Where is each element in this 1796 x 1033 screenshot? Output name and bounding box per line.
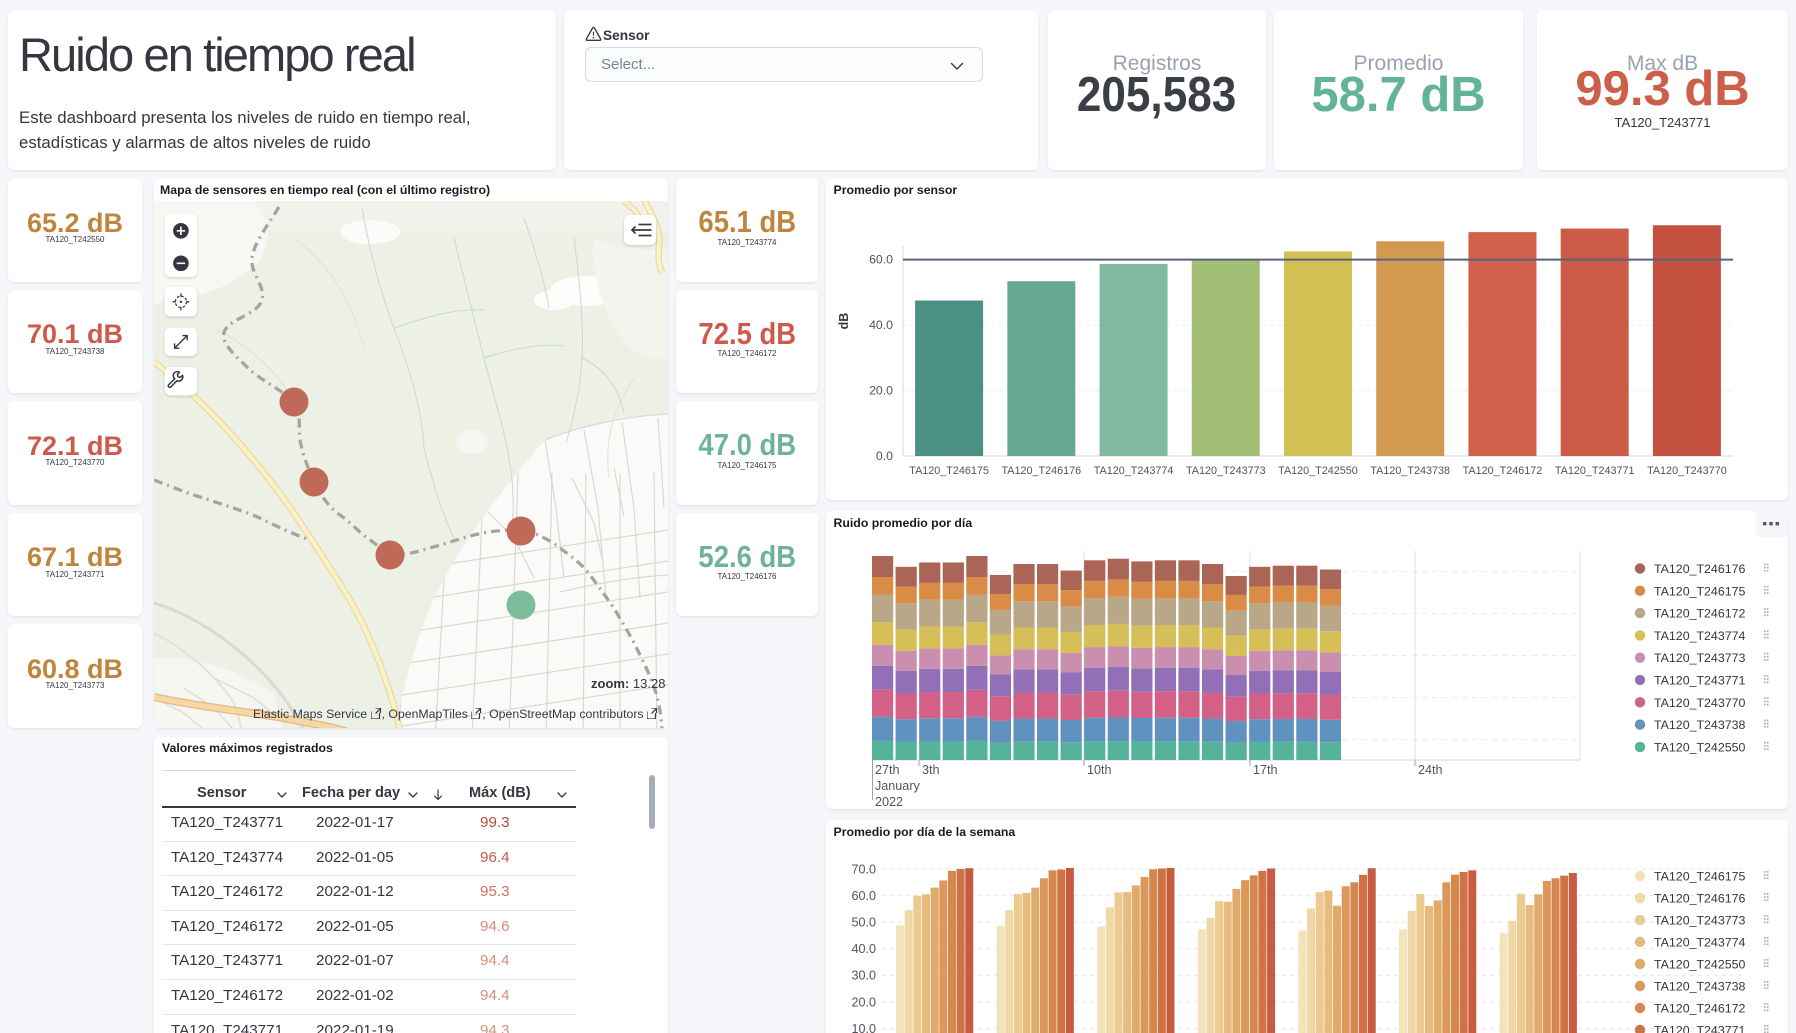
svg-text:17th: 17th <box>1253 763 1278 777</box>
svg-text:January: January <box>875 779 921 793</box>
svg-text:TA120_T243771: TA120_T243771 <box>1555 465 1635 477</box>
svg-text:TA120_T243771: TA120_T243771 <box>1654 674 1746 688</box>
svg-text:TA120_T242550: TA120_T242550 <box>1654 958 1746 972</box>
svg-text:20.0: 20.0 <box>869 384 893 398</box>
svg-text:TA120_T242550: TA120_T242550 <box>1654 740 1746 754</box>
svg-text:50.0: 50.0 <box>851 916 876 930</box>
svg-text:0.0: 0.0 <box>876 449 893 463</box>
svg-text:70.0: 70.0 <box>851 862 876 876</box>
svg-text:TA120_T246176: TA120_T246176 <box>1002 465 1082 477</box>
svg-text:TA120_T246176: TA120_T246176 <box>1654 892 1746 906</box>
svg-text:TA120_T243738: TA120_T243738 <box>1654 980 1746 994</box>
svg-text:TA120_T246175: TA120_T246175 <box>909 465 989 477</box>
svg-text:TA120_T246176: TA120_T246176 <box>1654 562 1746 576</box>
svg-text:TA120_T243774: TA120_T243774 <box>1094 465 1174 477</box>
svg-text:2022: 2022 <box>875 795 903 809</box>
svg-text:20.0: 20.0 <box>851 995 876 1009</box>
svg-text:60.0: 60.0 <box>851 889 876 903</box>
svg-text:10th: 10th <box>1087 763 1112 777</box>
svg-text:TA120_T242550: TA120_T242550 <box>1278 465 1358 477</box>
svg-text:TA120_T246172: TA120_T246172 <box>1654 607 1746 621</box>
svg-text:TA120_T246172: TA120_T246172 <box>1463 465 1543 477</box>
svg-text:27th: 27th <box>875 763 900 777</box>
svg-text:TA120_T243774: TA120_T243774 <box>1654 629 1746 643</box>
svg-text:40.0: 40.0 <box>851 942 876 956</box>
svg-text:10.0: 10.0 <box>851 1022 876 1033</box>
svg-text:dB: dB <box>837 313 851 330</box>
svg-text:TA120_T246175: TA120_T246175 <box>1654 870 1746 884</box>
svg-text:TA120_T243738: TA120_T243738 <box>1654 718 1746 732</box>
svg-text:TA120_T243771: TA120_T243771 <box>1654 1024 1746 1033</box>
svg-text:TA120_T243738: TA120_T243738 <box>1370 465 1450 477</box>
svg-text:3th: 3th <box>922 763 940 777</box>
svg-text:60.0: 60.0 <box>869 253 893 267</box>
svg-text:TA120_T243773: TA120_T243773 <box>1654 914 1746 928</box>
svg-text:TA120_T246175: TA120_T246175 <box>1654 584 1746 598</box>
svg-text:24th: 24th <box>1418 763 1443 777</box>
svg-text:TA120_T243773: TA120_T243773 <box>1654 651 1746 665</box>
svg-text:TA120_T243770: TA120_T243770 <box>1647 465 1727 477</box>
svg-text:TA120_T246172: TA120_T246172 <box>1654 1002 1746 1016</box>
svg-text:TA120_T243773: TA120_T243773 <box>1186 465 1266 477</box>
svg-text:30.0: 30.0 <box>851 969 876 983</box>
svg-text:TA120_T243770: TA120_T243770 <box>1654 696 1746 710</box>
svg-text:40.0: 40.0 <box>869 318 893 332</box>
svg-text:TA120_T243774: TA120_T243774 <box>1654 936 1746 950</box>
